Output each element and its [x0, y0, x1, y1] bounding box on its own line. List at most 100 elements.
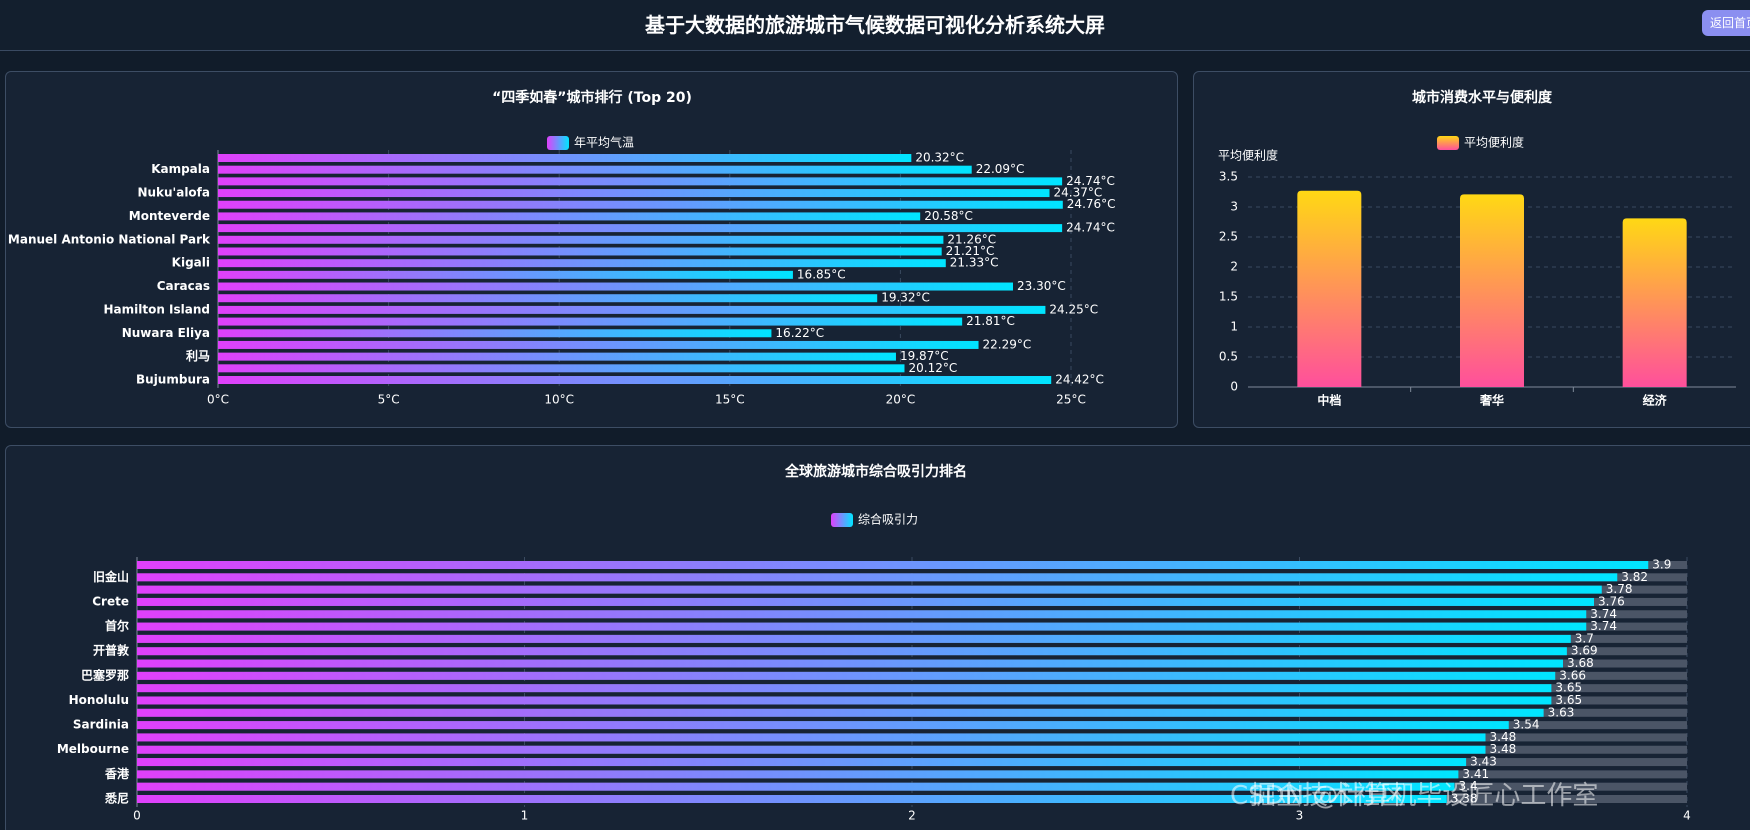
value-label: 24.37°C: [1054, 186, 1103, 200]
value-label: 3.66: [1559, 668, 1586, 682]
x-tick-label: 0°C: [207, 393, 229, 407]
y-tick-label: Caracas: [157, 279, 210, 293]
bar: [218, 317, 963, 326]
y-tick-label: Kampala: [151, 162, 210, 176]
value-label: 3.82: [1621, 570, 1648, 584]
value-label: 3.76: [1598, 594, 1625, 608]
y-axis-title: 平均便利度: [1218, 148, 1278, 163]
x-tick-label: 2: [908, 809, 916, 823]
legend-swatch: [547, 136, 569, 150]
value-label: 3.9: [1652, 558, 1671, 572]
bar: [137, 647, 1567, 656]
y-tick-label: Sardinia: [73, 718, 129, 732]
bar: [137, 684, 1552, 693]
bar: [1622, 218, 1687, 387]
y-tick-label: Crete: [92, 594, 129, 608]
chart-title: “四季如春”城市排行 (Top 20): [492, 89, 692, 106]
value-label: 24.42°C: [1055, 373, 1104, 387]
y-tick-label: 旧金山: [93, 569, 129, 584]
value-label: 3.38: [1451, 792, 1478, 806]
value-label: 22.09°C: [976, 162, 1025, 176]
page-title: 基于大数据的旅游城市气候数据可视化分析系统大屏: [645, 13, 1105, 37]
value-label: 3.68: [1567, 656, 1594, 670]
bar: [218, 165, 972, 174]
x-tick-label: 0: [133, 809, 141, 823]
value-label: 21.81°C: [966, 314, 1015, 328]
chart-title: 城市消费水平与便利度: [1412, 89, 1553, 106]
value-label: 16.85°C: [797, 267, 846, 281]
bar: [1460, 194, 1524, 387]
header: 基于大数据的旅游城市气候数据可视化分析系统大屏 返回首页: [0, 0, 1750, 51]
bar: [137, 585, 1602, 594]
y-tick-label: 巴塞罗那: [81, 667, 129, 682]
value-label: 3.74: [1590, 619, 1617, 633]
value-label: 24.25°C: [1049, 302, 1098, 316]
bar: [137, 782, 1455, 791]
bar: [137, 758, 1467, 767]
bar: [218, 154, 912, 162]
value-label: 20.32°C: [915, 151, 964, 165]
value-label: 22.29°C: [983, 337, 1032, 351]
bar: [137, 795, 1447, 803]
bar: [218, 259, 946, 268]
y-tick-label: Melbourne: [57, 742, 129, 756]
bar: [218, 305, 1046, 314]
bar: [137, 733, 1486, 742]
y-tick-label: Hamilton Island: [103, 302, 210, 316]
x-tick-label: 中档: [1317, 393, 1341, 408]
x-tick-label: 4: [1683, 809, 1691, 823]
bar: [137, 708, 1544, 717]
value-label: 21.21°C: [946, 244, 995, 258]
bar: [1297, 190, 1362, 387]
value-label: 3.69: [1571, 644, 1598, 658]
bar: [137, 561, 1649, 569]
x-tick-label: 3: [1296, 809, 1304, 823]
bar: [137, 696, 1552, 705]
value-label: 24.74°C: [1066, 174, 1115, 188]
chart-panel: “四季如春”城市排行 (Top 20) 年平均气温 0°C 5°C 10°C 15°C 20…: [5, 71, 1178, 428]
bar: [218, 329, 772, 338]
value-label: 20.12°C: [908, 361, 957, 375]
bar: [137, 610, 1587, 619]
y-tick-label: Nuku'alofa: [137, 186, 210, 200]
bar: [137, 597, 1594, 606]
bar: [218, 294, 878, 303]
chart-title: 全球旅游城市综合吸引力排名: [784, 463, 967, 480]
legend-swatch: [831, 513, 853, 527]
y-tick-label: 3.5: [1219, 170, 1238, 184]
y-tick-label: 0: [1230, 380, 1238, 394]
y-tick-label: Manuel Antonio National Park: [8, 232, 211, 246]
value-label: 24.76°C: [1067, 197, 1116, 211]
bar: [218, 376, 1052, 384]
y-tick-label: 开普敦: [93, 643, 130, 658]
value-label: 3.65: [1555, 681, 1582, 695]
bar: [218, 340, 979, 349]
y-tick-label: 首尔: [105, 618, 129, 633]
value-label: 23.30°C: [1017, 279, 1066, 293]
y-tick-label: Monteverde: [129, 209, 210, 223]
y-tick-label: 0.5: [1219, 350, 1238, 364]
bar: [137, 659, 1563, 668]
legend-swatch: [1437, 136, 1459, 150]
back-button[interactable]: 返回首页: [1702, 10, 1750, 36]
y-tick-label: 2: [1230, 260, 1238, 274]
x-tick-label: 15°C: [715, 393, 745, 407]
value-label: 3.7: [1575, 631, 1594, 645]
value-label: 3.63: [1548, 705, 1575, 719]
bar: [218, 235, 944, 244]
x-tick-label: 1: [521, 809, 529, 823]
value-label: 24.74°C: [1066, 221, 1115, 235]
y-tick-label: Bujumbura: [136, 373, 210, 387]
bar: [137, 745, 1486, 754]
bar: [218, 270, 793, 279]
x-tick-label: 5°C: [378, 393, 400, 407]
value-label: 3.74: [1590, 607, 1617, 621]
y-tick-label: 2.5: [1219, 230, 1238, 244]
value-label: 19.87°C: [900, 349, 949, 363]
legend-label: 平均便利度: [1464, 135, 1524, 150]
y-tick-label: Kigali: [172, 256, 210, 270]
x-tick-label: 20°C: [886, 393, 916, 407]
bar: [137, 770, 1459, 779]
